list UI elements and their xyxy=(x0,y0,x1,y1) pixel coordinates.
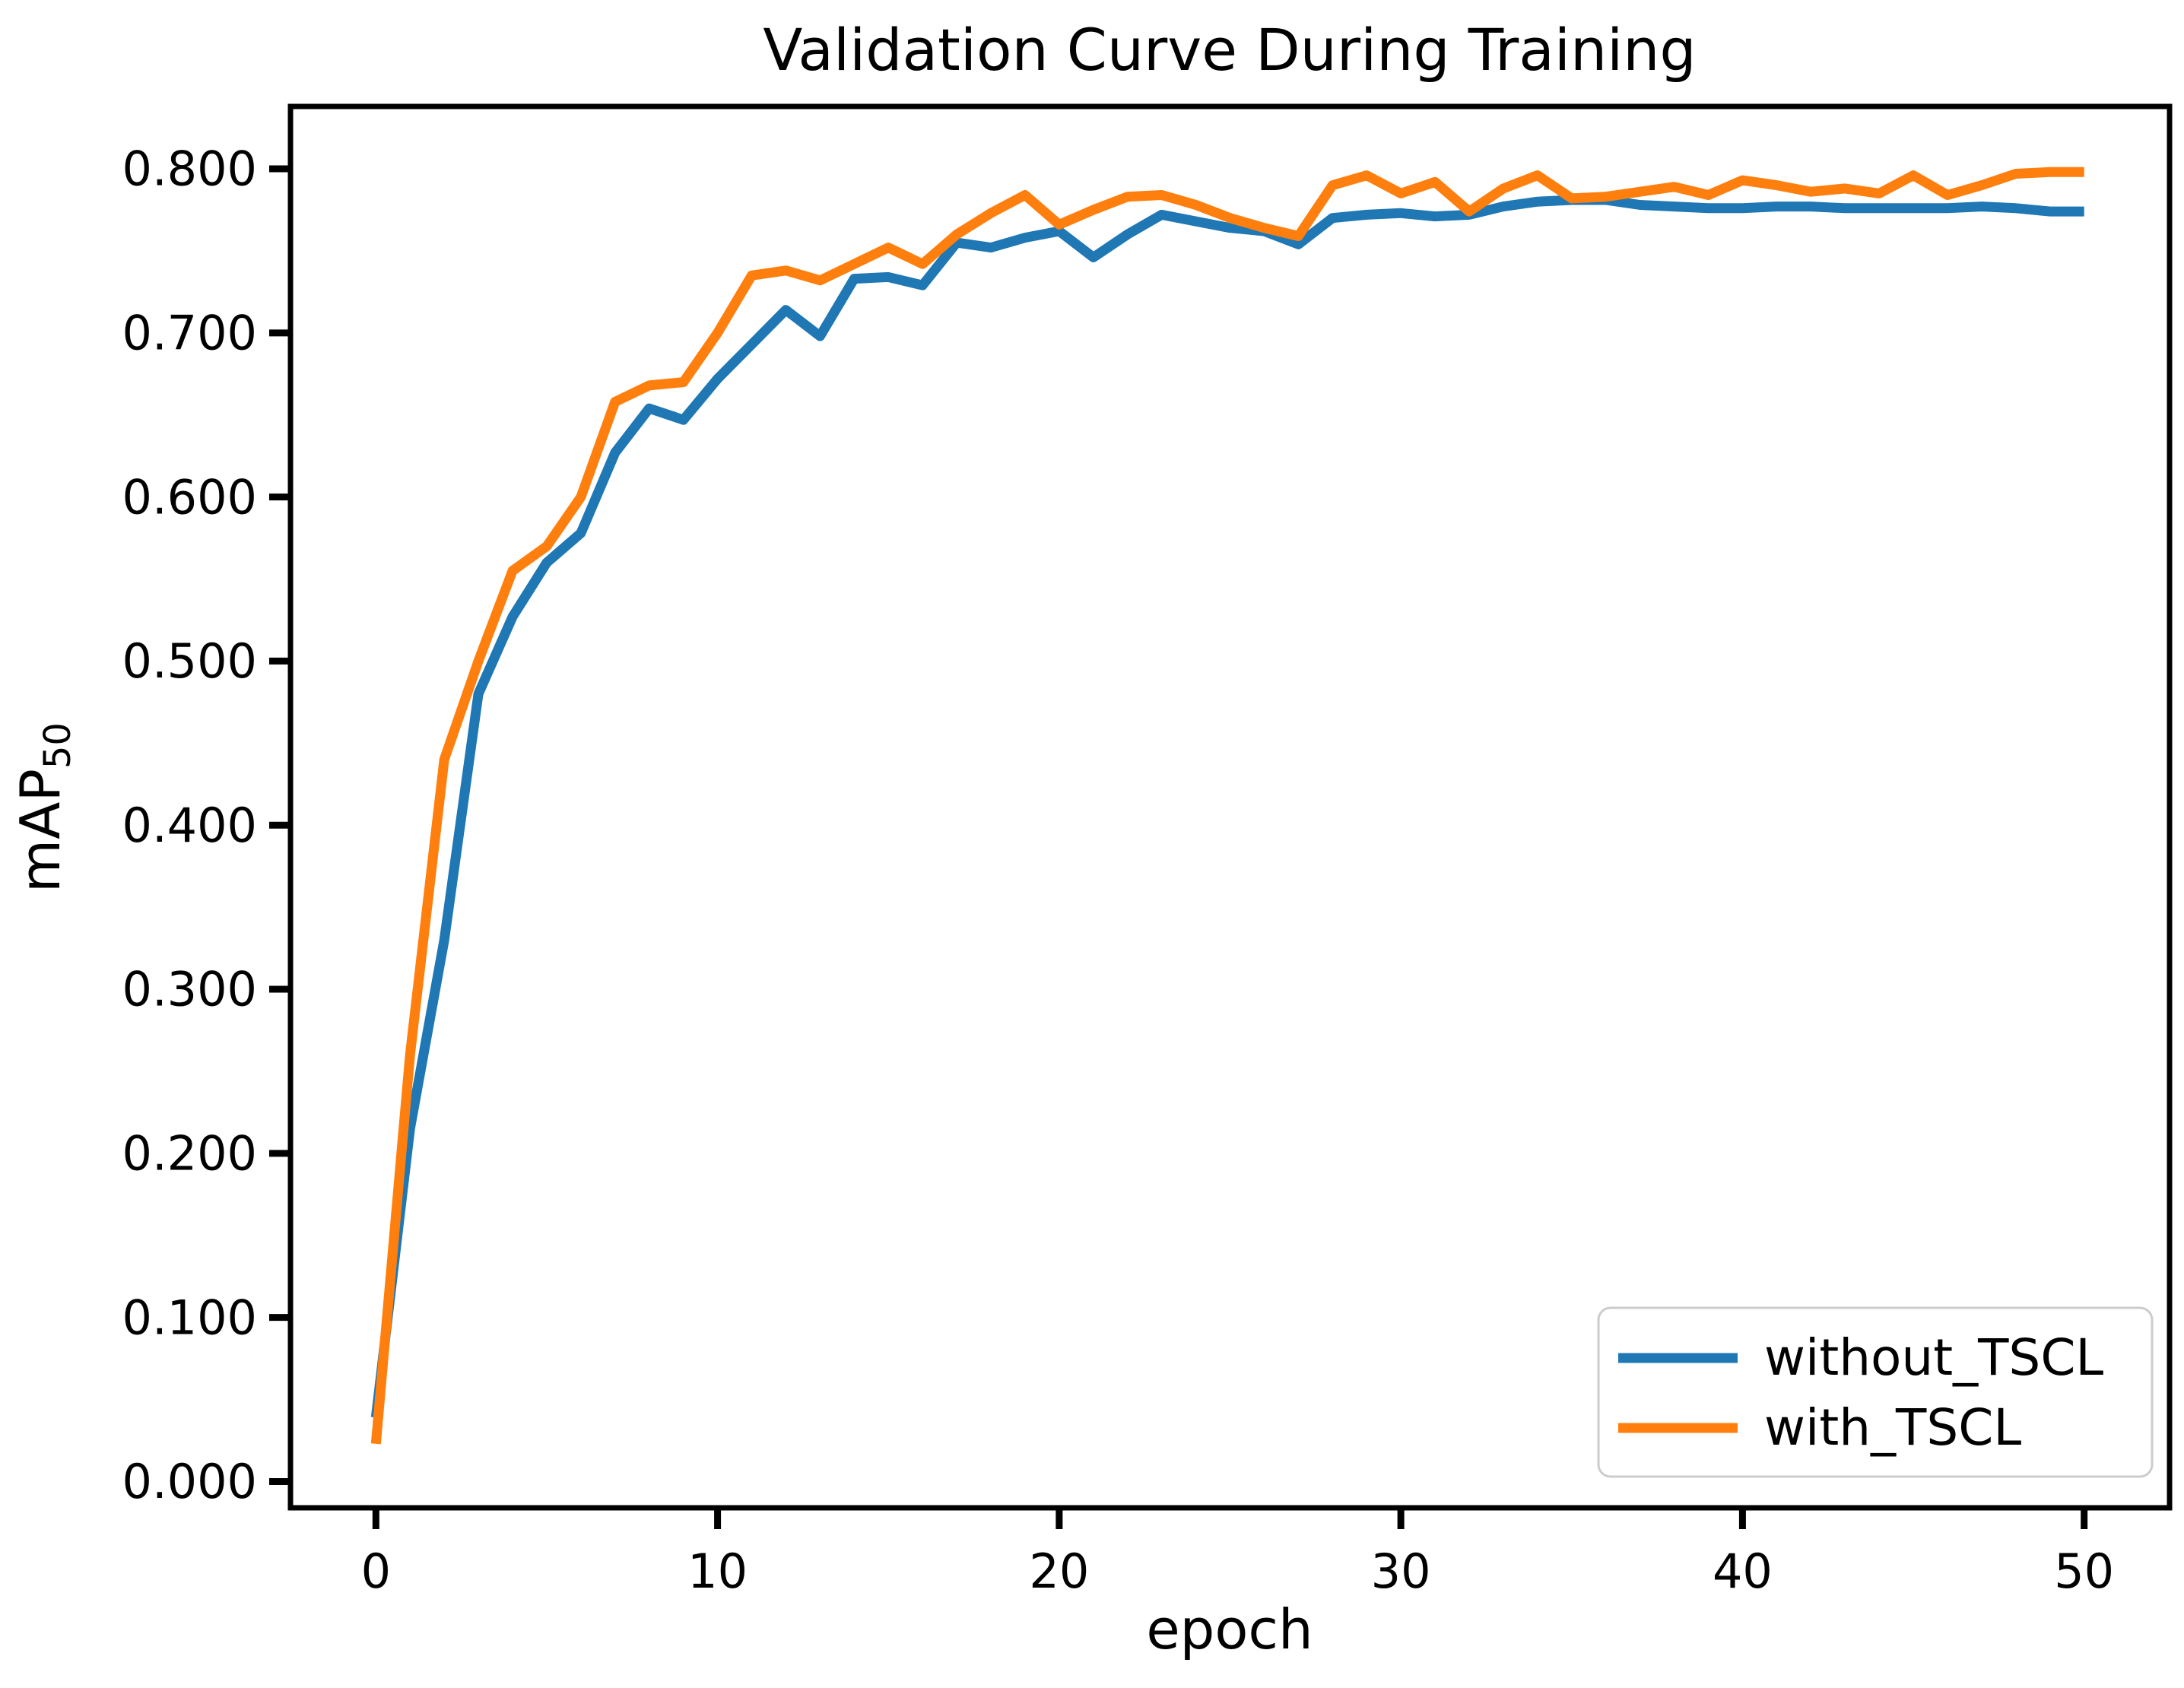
x-tick-label: 0 xyxy=(361,1544,391,1599)
legend: without_TSCL with_TSCL xyxy=(1597,1306,2154,1478)
y-tick-label: 0.500 xyxy=(122,633,258,689)
y-axis-label-main: mAP xyxy=(8,769,72,893)
series-line-without_tscl xyxy=(370,195,2084,1419)
x-tick-label: 20 xyxy=(1029,1544,1089,1599)
legend-box xyxy=(1597,1306,2154,1478)
y-tick-label: 0.800 xyxy=(122,141,258,197)
y-tick-label: 0.400 xyxy=(122,798,258,853)
x-axis-label: epoch xyxy=(1146,1598,1313,1661)
x-tick-label: 10 xyxy=(687,1544,748,1599)
y-tick-label: 0.200 xyxy=(122,1126,258,1182)
y-tick-label: 0.100 xyxy=(122,1290,258,1345)
series-lines xyxy=(370,167,2084,1445)
y-axis-label: mAP50 xyxy=(8,722,79,893)
y-axis-ticks: 0.000 0.100 0.200 0.300 0.400 0.500 0.600 0.700… xyxy=(122,141,290,1509)
x-axis-ticks: 0 10 20 30 40 50 xyxy=(361,1508,2114,1599)
legend-label-without-tscl: without_TSCL xyxy=(1764,1328,2103,1387)
y-tick-label: 0.000 xyxy=(122,1454,258,1509)
series-line-with_tscl xyxy=(370,167,2084,1445)
x-tick-label: 30 xyxy=(1371,1544,1431,1599)
y-tick-label: 0.600 xyxy=(122,469,258,525)
y-axis-label-subscript: 50 xyxy=(37,722,79,769)
y-tick-label: 0.700 xyxy=(122,306,258,361)
plot-border xyxy=(287,103,2173,1511)
x-tick-label: 40 xyxy=(1713,1544,1773,1599)
legend-label-with-tscl: with_TSCL xyxy=(1764,1398,2021,1457)
y-tick-label: 0.300 xyxy=(122,962,258,1017)
x-tick-label: 50 xyxy=(2054,1544,2114,1599)
chart-title: Validation Curve During Training xyxy=(763,16,1696,84)
